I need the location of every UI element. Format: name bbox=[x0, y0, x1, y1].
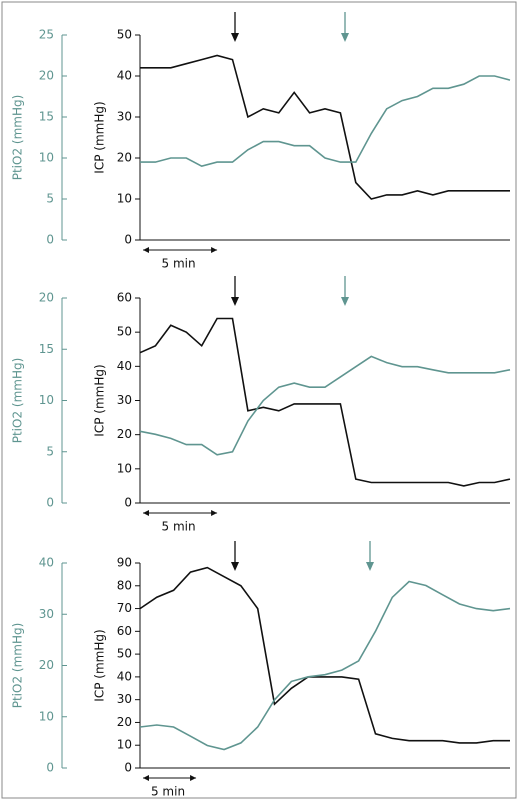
y-tick-label: 10 bbox=[117, 192, 132, 206]
scale-bar-label: 5 min bbox=[162, 520, 196, 534]
y-tick-label: 60 bbox=[117, 624, 132, 638]
scale-bar-arrow bbox=[143, 775, 197, 781]
y2-axis-label: PtiO2 (mmHg) bbox=[11, 623, 25, 709]
y2-tick-label: 10 bbox=[39, 393, 54, 407]
y2-tick-label: 10 bbox=[39, 709, 54, 723]
y2-axis-label: PtiO2 (mmHg) bbox=[11, 95, 25, 181]
y-axis-label: ICP (mmHg) bbox=[93, 101, 107, 173]
y2-axis-label: PtiO2 (mmHg) bbox=[11, 358, 25, 444]
y2-tick-label: 0 bbox=[46, 233, 54, 247]
y-tick-label: 40 bbox=[117, 359, 132, 373]
series-line bbox=[140, 54, 510, 200]
y-tick-label: 50 bbox=[117, 28, 132, 42]
y2-tick-label: 20 bbox=[39, 291, 54, 305]
y-tick-label: 30 bbox=[117, 692, 132, 706]
y-tick-label: 0 bbox=[124, 761, 132, 775]
y-tick-label: 70 bbox=[117, 601, 132, 615]
y-tick-label: 50 bbox=[117, 647, 132, 661]
y-tick-label: 20 bbox=[117, 151, 132, 165]
y2-tick-label: 30 bbox=[39, 607, 54, 621]
y-tick-label: 80 bbox=[117, 578, 132, 592]
scale-bar-label: 5 min bbox=[151, 785, 185, 799]
y2-tick-label: 15 bbox=[39, 342, 54, 356]
y-tick-label: 10 bbox=[117, 738, 132, 752]
y-tick-label: 10 bbox=[117, 461, 132, 475]
y-tick-label: 20 bbox=[117, 427, 132, 441]
y-tick-label: 0 bbox=[124, 496, 132, 510]
y-tick-label: 40 bbox=[117, 69, 132, 83]
y-tick-label: 20 bbox=[117, 715, 132, 729]
y-tick-label: 30 bbox=[117, 110, 132, 124]
y-tick-label: 50 bbox=[117, 325, 132, 339]
series-line bbox=[140, 75, 511, 168]
y2-tick-label: 20 bbox=[39, 69, 54, 83]
y-tick-label: 30 bbox=[117, 393, 132, 407]
y2-tick-label: 0 bbox=[46, 496, 54, 510]
y-tick-label: 0 bbox=[124, 233, 132, 247]
series-line bbox=[139, 317, 511, 487]
scale-bar-label: 5 min bbox=[162, 257, 196, 271]
y2-tick-label: 10 bbox=[39, 151, 54, 165]
y2-tick-label: 5 bbox=[46, 444, 54, 458]
y2-tick-label: 5 bbox=[46, 192, 54, 206]
y-tick-label: 40 bbox=[117, 669, 132, 683]
series-line bbox=[139, 580, 511, 751]
series-line bbox=[139, 355, 511, 456]
y2-tick-label: 20 bbox=[39, 658, 54, 672]
y-tick-label: 90 bbox=[117, 556, 132, 570]
y2-tick-label: 0 bbox=[46, 761, 54, 775]
y-tick-label: 60 bbox=[117, 291, 132, 305]
y-axis-label: ICP (mmHg) bbox=[93, 364, 107, 436]
y2-tick-label: 40 bbox=[39, 556, 54, 570]
series-line bbox=[139, 566, 510, 744]
y2-tick-label: 25 bbox=[39, 28, 54, 42]
y2-tick-label: 15 bbox=[39, 110, 54, 124]
event-arrows bbox=[231, 12, 374, 571]
y-axis-label: ICP (mmHg) bbox=[93, 629, 107, 701]
